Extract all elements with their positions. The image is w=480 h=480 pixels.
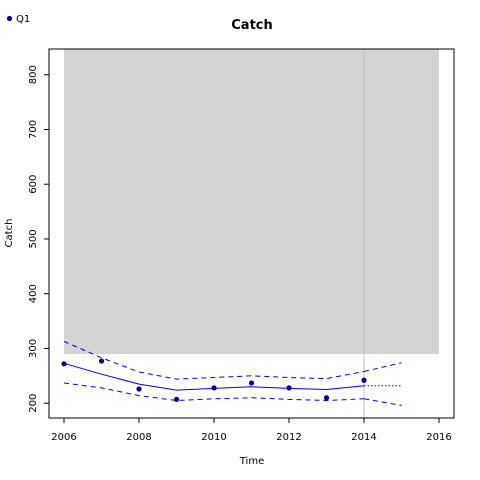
x-tick-label-2016: 2016 [426,432,451,443]
y-tick-label-200: 200 [28,394,39,413]
legend: Q1 [6,14,30,25]
data-point-2007 [98,358,105,364]
data-point-2010 [211,385,217,391]
data-point-2006 [61,361,67,367]
x-tick-label-2006: 2006 [51,432,76,443]
y-tick-label-700: 700 [28,120,39,139]
y-tick-label-400: 400 [28,284,39,303]
data-point-2008 [136,386,142,392]
plot-frame [48,48,455,419]
data-point-2009 [173,396,180,402]
y-tick-label-600: 600 [28,175,39,194]
chart-title: Catch [231,18,273,33]
y-tick-label-800: 800 [28,65,39,84]
series-line-forecast-upper [363,362,402,372]
data-point-2012 [286,385,292,391]
y-axis-title: Catch [4,219,15,248]
data-point-2011 [248,380,255,386]
x-tick-label-2012: 2012 [276,432,301,443]
data-point-2014 [361,377,367,383]
y-tick-label-500: 500 [28,229,39,248]
legend-marker-q1 [6,15,13,22]
data-point-2013 [323,395,330,401]
x-tick-label-2010: 2010 [201,432,226,443]
plot-area [61,49,439,418]
shaded-region [64,49,439,354]
x-axis-title: Time [239,456,264,467]
series-line-fit-upper [63,340,365,380]
legend-label-q1: Q1 [16,14,30,25]
x-tick-label-2008: 2008 [126,432,151,443]
x-tick-label-2014: 2014 [351,432,376,443]
y-tick-label-300: 300 [28,339,39,358]
axes: 2006 2008 2010 2012 2014 2016 200 300 400 500 600 7… [28,65,452,443]
series-line-forecast-lower [363,398,402,406]
